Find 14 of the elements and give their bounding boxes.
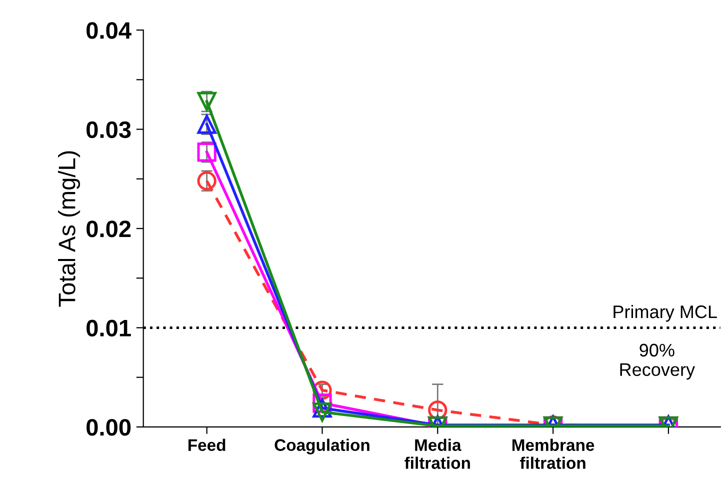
point <box>197 142 216 162</box>
y-tick-label: 0.03 <box>86 121 131 138</box>
annotation: 90% Recovery <box>620 344 696 380</box>
y-tick-label: 0.00 <box>86 419 131 436</box>
x-tick-label: Coagulation <box>274 438 370 454</box>
y-axis-title: Total As (mg/L) <box>58 151 80 307</box>
x-tick-label: Feed <box>188 438 226 451</box>
x-tick-label: Media filtration <box>404 438 470 469</box>
y-tick-label: 0.02 <box>86 220 131 238</box>
x-tick-label: Membrane filtration <box>512 438 594 469</box>
point <box>197 171 216 190</box>
y-tick-label: 0.04 <box>86 22 132 39</box>
y-tick-label: 0.01 <box>86 320 131 337</box>
ref-line-label: Primary MCL <box>614 304 717 322</box>
